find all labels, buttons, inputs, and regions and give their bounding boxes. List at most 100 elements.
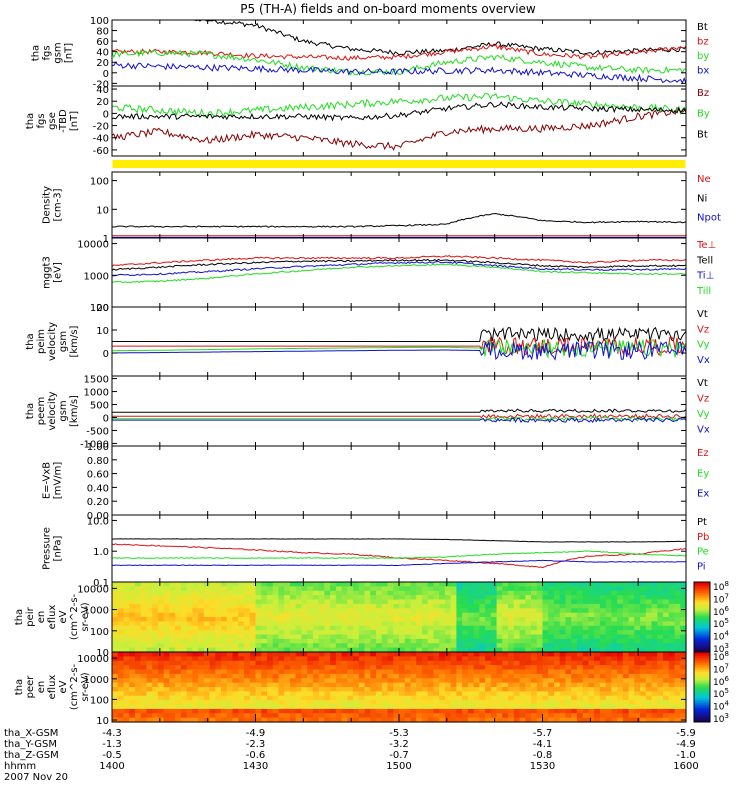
heatmap-cell [129,634,136,640]
heatmap-cell [536,603,544,609]
heatmap-cell [462,621,469,627]
heatmap-cell [358,713,366,719]
heatmap-cell [364,647,371,653]
heatmap-cell [175,652,182,657]
heatmap-cell [370,700,377,706]
heatmap-cell [261,660,268,666]
heatmap-cell [421,717,429,723]
heatmap-cell [634,700,641,706]
heatmap-cell [548,586,555,592]
heatmap-cell [645,652,653,657]
heatmap-cell [335,634,343,640]
heatmap-cell [312,625,320,631]
heatmap-cell [169,665,176,671]
heatmap-cell [129,665,136,671]
heatmap-cell [134,700,142,706]
heatmap-cell [582,673,590,679]
heatmap-cell [617,713,624,719]
heatmap-cell [163,704,170,710]
heatmap-cell [404,643,412,649]
heatmap-cell [622,590,630,596]
heatmap-cell [324,656,331,662]
heatmap-cell [421,682,429,688]
heatmap-cell [249,704,257,710]
heatmap-cell [226,647,234,653]
heatmap-cell [582,608,590,614]
y-tick-label: 10000 [77,654,109,665]
heatmap-cell [473,695,480,701]
heatmap-cell [421,687,429,692]
heatmap-cell [318,625,325,631]
heatmap-cell [513,691,521,697]
heatmap-cell [531,665,538,671]
heatmap-cell [439,599,446,605]
heatmap-cell [307,669,314,675]
heatmap-cell [209,638,216,644]
heatmap-cell [617,665,624,671]
heatmap-cell [330,643,337,649]
heatmap-cell [215,687,222,692]
heatmap-cell [611,647,618,653]
heatmap-cell [129,586,136,592]
heatmap-cell [157,590,165,596]
heatmap-cell [266,695,274,701]
legend-entry-Pt: Pt [697,517,707,528]
heatmap-cell [112,643,119,649]
heatmap-cell [140,669,148,675]
heatmap-cell [645,612,653,618]
heatmap-cell [284,647,291,653]
heatmap-cell [129,708,136,714]
heatmap-cell [209,647,216,653]
heatmap-cell [324,603,331,609]
heatmap-cell [249,603,257,609]
heatmap-cell [576,678,584,684]
y-axis-label: tha [14,609,25,625]
heatmap-cell [565,630,572,636]
heatmap-cell [433,608,440,614]
heatmap-cell [444,656,452,662]
heatmap-cell [479,673,486,679]
heatmap-cell [163,669,170,675]
heatmap-cell [358,590,366,596]
heatmap-cell [571,590,578,596]
heatmap-cell [152,603,159,609]
colorbar-cell [694,678,710,681]
heatmap-cell [473,647,480,653]
heatmap-cell [467,643,475,649]
heatmap-cell [634,608,641,614]
heatmap-cell [186,647,193,653]
heatmap-cell [404,673,412,679]
heatmap-cell [439,691,446,697]
heatmap-cell [496,586,503,592]
heatmap-cell [381,660,389,666]
heatmap-cell [180,612,188,618]
heatmap-cell [284,673,291,679]
heatmap-cell [364,652,371,657]
heatmap-cell [651,669,658,675]
heatmap-cell [146,678,153,684]
heatmap-cell [295,673,303,679]
heatmap-cell [588,582,595,587]
heatmap-cell [324,617,331,622]
heatmap-cell [502,656,509,662]
heatmap-cell [307,595,314,601]
heatmap-cell [192,625,199,631]
heatmap-cell [628,704,635,710]
heatmap-cell [134,691,142,697]
legend-entry-Vy: Vy [697,409,710,420]
heatmap-cell [674,625,681,631]
y-axis-label: peim [36,329,47,354]
heatmap-cell [221,687,228,692]
heatmap-cell [433,678,440,684]
heatmap-cell [433,695,440,701]
heatmap-cell [565,599,572,605]
heatmap-cell [542,582,549,587]
heatmap-cell [565,634,572,640]
heatmap-cell [112,638,119,644]
heatmap-cell [519,586,526,592]
heatmap-cell [651,691,658,697]
heatmap-cell [387,656,394,662]
heatmap-cell [244,717,251,723]
heatmap-cell [611,704,618,710]
heatmap-cell [588,678,595,684]
